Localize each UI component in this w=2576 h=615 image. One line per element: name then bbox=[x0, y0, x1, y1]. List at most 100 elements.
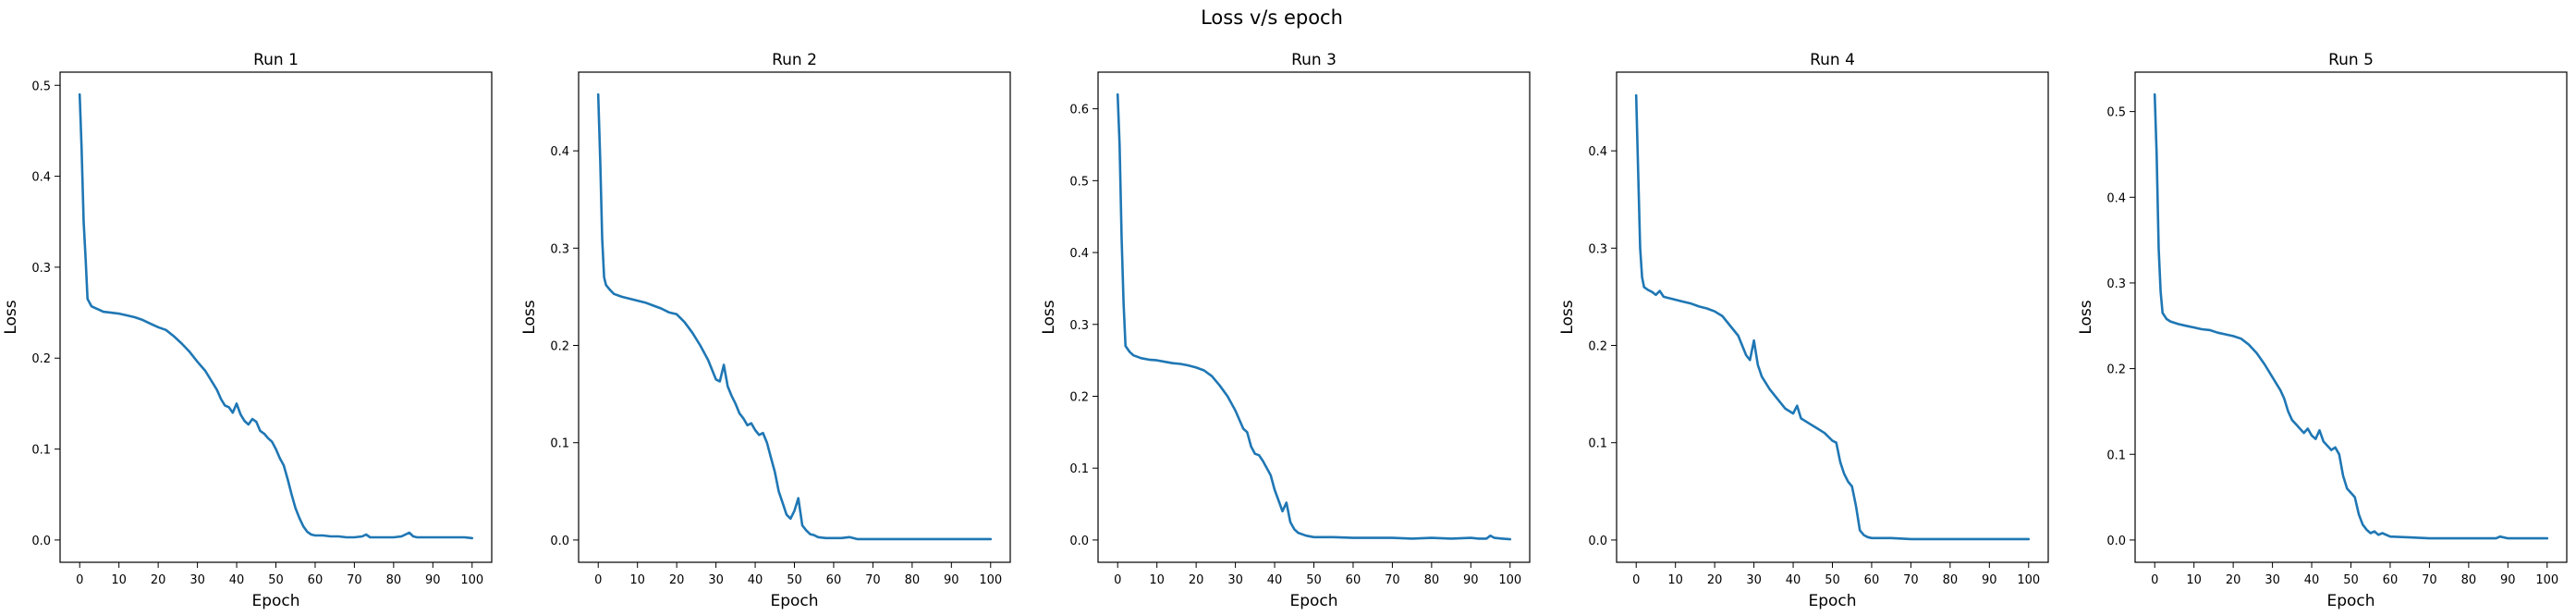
x-tick-label: 70 bbox=[1385, 573, 1400, 587]
y-axis-label: Loss bbox=[2077, 300, 2095, 334]
y-tick-label: 0.4 bbox=[1069, 247, 1089, 261]
x-tick-label: 10 bbox=[1149, 573, 1165, 587]
x-tick-label: 40 bbox=[1786, 573, 1801, 587]
x-tick-label: 40 bbox=[229, 573, 245, 587]
subplot-title: Run 3 bbox=[1291, 51, 1337, 69]
y-tick-label: 0.4 bbox=[2106, 191, 2126, 205]
x-tick-label: 30 bbox=[1227, 573, 1243, 587]
x-axis-label: Epoch bbox=[770, 592, 818, 610]
y-tick-label: 0.1 bbox=[2106, 449, 2126, 462]
subplot-panels: Run 10 10 20 30 40 50 60 70 80 90 1000.00.10.20.30… bbox=[2, 51, 2568, 610]
loss-line-series bbox=[2153, 92, 2549, 540]
y-tick-label: 0.6 bbox=[1069, 104, 1089, 117]
x-axis-label: Epoch bbox=[2326, 592, 2375, 610]
x-tick-label: 70 bbox=[1903, 573, 1919, 587]
x-tick-label: 70 bbox=[2422, 573, 2437, 587]
x-tick-label: 10 bbox=[2186, 573, 2202, 587]
x-tick-label: 20 bbox=[1707, 573, 1723, 587]
subplot-title: Run 4 bbox=[1810, 51, 1855, 69]
subplot-run-1: Run 1 0 10 20 30 40 50 60 70 80 90 100 0.0 0.1 0.2 0.3 0… bbox=[2, 51, 493, 610]
y-tick-label: 0.5 bbox=[31, 80, 51, 93]
loss-line-series bbox=[1116, 92, 1512, 541]
y-tick-label: 0.3 bbox=[1069, 319, 1089, 333]
y-tick-label: 0.3 bbox=[550, 242, 569, 256]
plot-frame bbox=[1097, 71, 1531, 563]
x-tick-label: 50 bbox=[1825, 573, 1840, 587]
y-tick-label: 0.3 bbox=[31, 262, 51, 276]
x-tick-label: 40 bbox=[2304, 573, 2320, 587]
y-tick-label: 0.2 bbox=[1069, 390, 1089, 404]
subplot-run-4: Run 4 0 10 20 30 40 50 60 70 80 90 100 0.0 0.1 0.2 0.3 0… bbox=[1558, 51, 2049, 610]
x-tick-label: 20 bbox=[2226, 573, 2241, 587]
x-axis-label: Epoch bbox=[251, 592, 299, 610]
x-tick-label: 60 bbox=[1864, 573, 1880, 587]
plot-frame bbox=[1616, 71, 2049, 563]
x-tick-label: 90 bbox=[425, 573, 441, 587]
plot-frame bbox=[578, 71, 1011, 563]
x-tick-label: 70 bbox=[347, 573, 362, 587]
figure-suptitle: Loss v/s epoch bbox=[1201, 6, 1343, 29]
subplot-run-2: Run 2 0 10 20 30 40 50 60 70 80 90 100 0.0 0.1 0.2 0.3 0… bbox=[520, 51, 1011, 610]
y-axis-label: Loss bbox=[520, 300, 539, 334]
x-tick-label: 90 bbox=[1463, 573, 1479, 587]
y-tick-label: 0.0 bbox=[550, 535, 569, 548]
x-tick-label: 60 bbox=[1346, 573, 1361, 587]
x-tick-label: 20 bbox=[669, 573, 685, 587]
x-tick-label: 20 bbox=[1189, 573, 1204, 587]
plot-frame bbox=[59, 71, 493, 563]
x-tick-label: 80 bbox=[1424, 573, 1440, 587]
subplot-title: Run 2 bbox=[772, 51, 817, 69]
x-tick-label: 60 bbox=[2383, 573, 2399, 587]
y-tick-label: 0.2 bbox=[2106, 363, 2126, 377]
x-tick-label: 0 bbox=[1632, 573, 1640, 587]
x-tick-label: 30 bbox=[189, 573, 205, 587]
y-tick-label: 0.4 bbox=[550, 145, 569, 159]
x-tick-label: 80 bbox=[2461, 573, 2477, 587]
y-tick-label: 0.1 bbox=[1069, 462, 1089, 476]
y-tick-label: 0.1 bbox=[1588, 437, 1607, 451]
loss-line-series bbox=[596, 92, 993, 541]
x-tick-label: 80 bbox=[386, 573, 402, 587]
x-tick-label: 40 bbox=[748, 573, 763, 587]
subplot-title: Run 1 bbox=[253, 51, 299, 69]
y-tick-label: 0.3 bbox=[1588, 242, 1607, 256]
x-axis-label: Epoch bbox=[1289, 592, 1337, 610]
x-tick-label: 60 bbox=[826, 573, 842, 587]
y-axis-label: Loss bbox=[1040, 300, 1058, 334]
x-axis-label: Epoch bbox=[1808, 592, 1856, 610]
x-tick-label: 0 bbox=[76, 573, 83, 587]
subplot-run-5: Run 5 0 10 20 30 40 50 60 70 80 90 100 0.0 0.1 0.2 0.3 0… bbox=[2077, 51, 2568, 610]
x-tick-label: 0 bbox=[594, 573, 602, 587]
y-tick-label: 0.0 bbox=[2106, 535, 2126, 548]
x-tick-label: 100 bbox=[979, 573, 1002, 587]
y-tick-label: 0.0 bbox=[31, 535, 51, 548]
x-tick-label: 80 bbox=[1943, 573, 1959, 587]
x-tick-label: 40 bbox=[1267, 573, 1283, 587]
y-tick-label: 0.2 bbox=[31, 352, 51, 366]
y-tick-label: 0.0 bbox=[1588, 535, 1607, 548]
x-tick-label: 100 bbox=[2017, 573, 2040, 587]
x-tick-label: 100 bbox=[460, 573, 483, 587]
subplot-run-3: Run 3 0 10 20 30 40 50 60 70 80 90 100 0.0 0.1 0.2 0.3 0… bbox=[1040, 51, 1531, 610]
y-tick-label: 0.4 bbox=[1588, 145, 1607, 159]
y-tick-label: 0.1 bbox=[550, 437, 569, 451]
y-tick-label: 0.5 bbox=[2106, 106, 2126, 120]
y-tick-label: 0.2 bbox=[550, 340, 569, 354]
x-tick-label: 50 bbox=[787, 573, 802, 587]
x-tick-label: 20 bbox=[151, 573, 166, 587]
x-tick-label: 90 bbox=[1982, 573, 1997, 587]
plot-frame bbox=[2134, 71, 2568, 563]
loss-line-series bbox=[1634, 93, 2031, 541]
x-tick-label: 80 bbox=[905, 573, 921, 587]
x-tick-label: 100 bbox=[1498, 573, 1521, 587]
x-tick-label: 90 bbox=[2500, 573, 2516, 587]
x-tick-label: 60 bbox=[308, 573, 324, 587]
x-tick-label: 30 bbox=[2265, 573, 2280, 587]
x-tick-label: 50 bbox=[2343, 573, 2359, 587]
x-tick-label: 10 bbox=[629, 573, 645, 587]
subplot-title: Run 5 bbox=[2328, 51, 2374, 69]
x-tick-label: 10 bbox=[1667, 573, 1683, 587]
x-tick-label: 70 bbox=[865, 573, 881, 587]
x-tick-label: 50 bbox=[1306, 573, 1322, 587]
